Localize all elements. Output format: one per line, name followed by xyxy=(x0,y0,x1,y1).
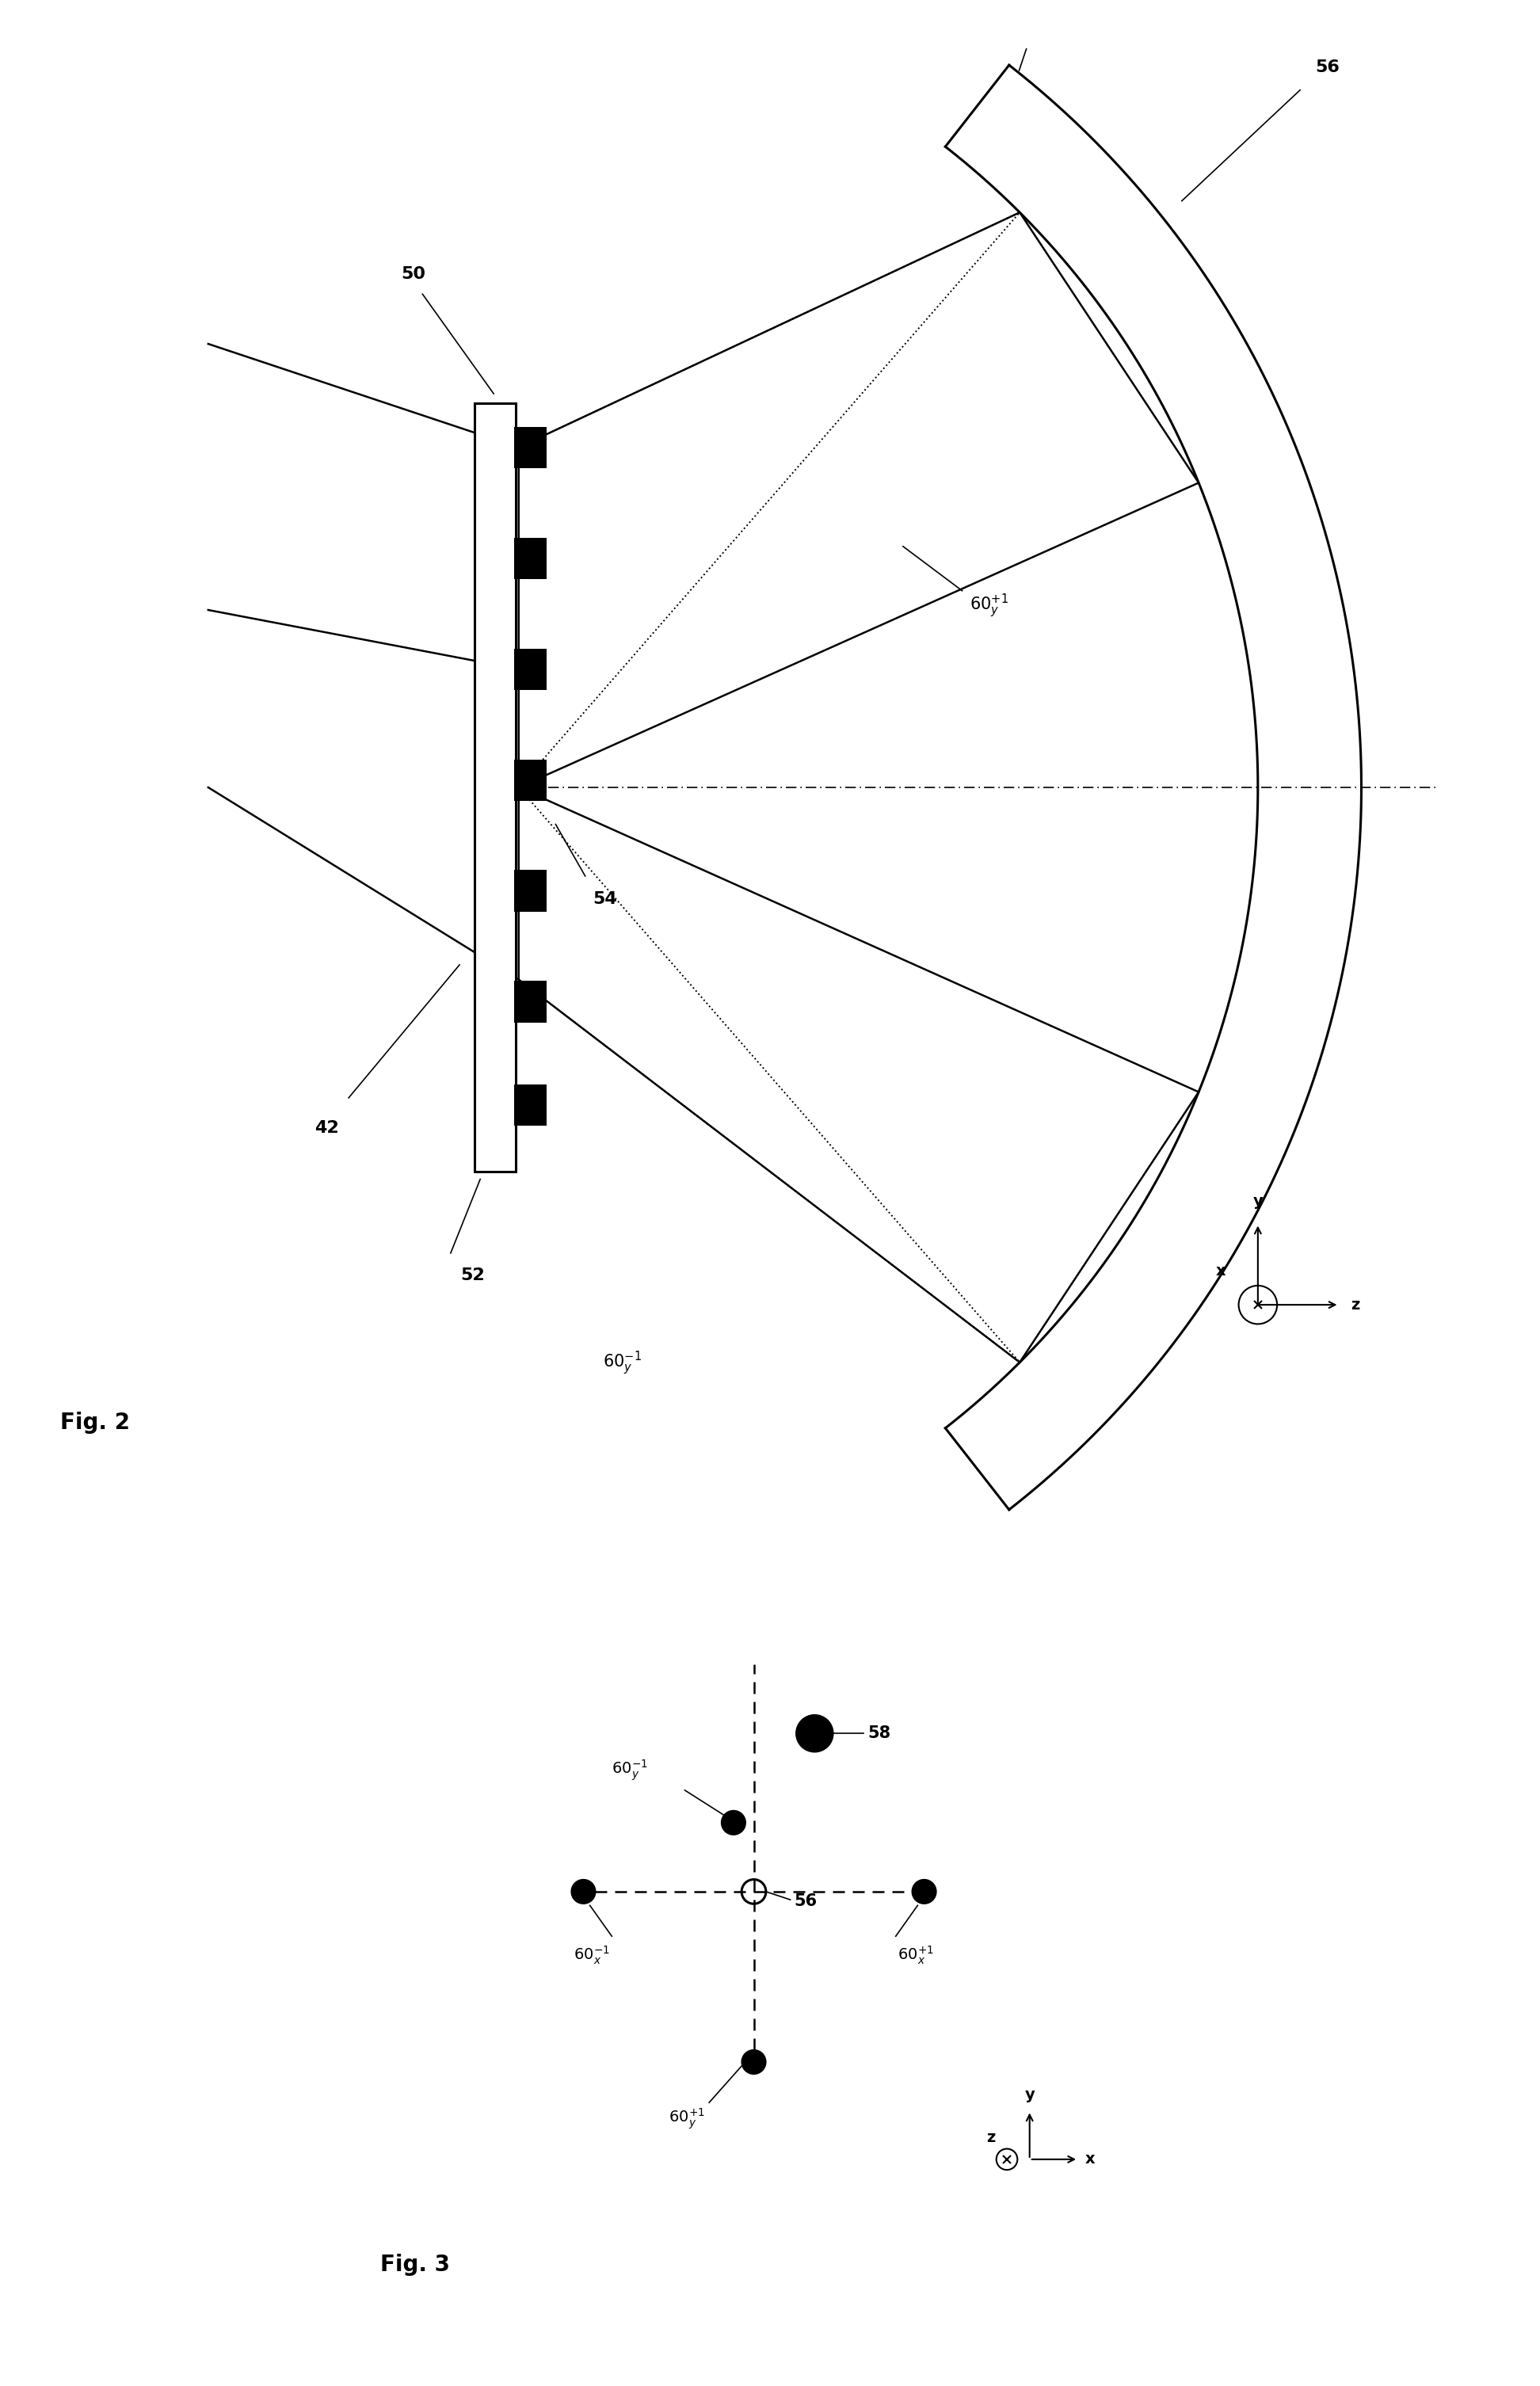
Bar xyxy=(474,403,516,1172)
Text: 42: 42 xyxy=(314,1119,339,1136)
Text: 52: 52 xyxy=(460,1267,485,1284)
Text: $60_y^{+1}$: $60_y^{+1}$ xyxy=(970,592,1009,618)
Circle shape xyxy=(912,1880,936,1904)
Bar xyxy=(514,649,547,690)
Circle shape xyxy=(796,1716,833,1751)
Bar xyxy=(514,427,547,468)
Text: y: y xyxy=(1254,1193,1263,1210)
Bar xyxy=(514,759,547,802)
Text: $60_x^{+1}$: $60_x^{+1}$ xyxy=(898,1945,935,1966)
Text: 56: 56 xyxy=(1315,60,1340,76)
Text: $60_y^{-1}$: $60_y^{-1}$ xyxy=(611,1758,648,1782)
Text: y: y xyxy=(1024,2088,1035,2102)
Text: x: x xyxy=(1217,1262,1226,1279)
Text: Fig. 2: Fig. 2 xyxy=(60,1413,129,1434)
Bar xyxy=(514,981,547,1024)
Bar xyxy=(514,871,547,911)
Circle shape xyxy=(571,1880,596,1904)
Text: z: z xyxy=(986,2131,995,2145)
Circle shape xyxy=(742,2050,765,2073)
Text: 54: 54 xyxy=(593,890,618,907)
Text: $60_x^{-1}$: $60_x^{-1}$ xyxy=(573,1945,610,1966)
Circle shape xyxy=(721,1811,745,1835)
Bar xyxy=(514,1086,547,1126)
Text: $60_y^{+1}$: $60_y^{+1}$ xyxy=(668,2107,705,2131)
Text: z: z xyxy=(1351,1298,1360,1312)
Text: 56: 56 xyxy=(795,1894,818,1909)
Text: Fig. 3: Fig. 3 xyxy=(380,2255,450,2276)
Text: 50: 50 xyxy=(402,265,427,282)
Bar xyxy=(514,537,547,580)
Text: 58: 58 xyxy=(867,1725,890,1742)
Text: x: x xyxy=(1084,2152,1095,2166)
Text: $60_y^{-1}$: $60_y^{-1}$ xyxy=(602,1348,642,1377)
